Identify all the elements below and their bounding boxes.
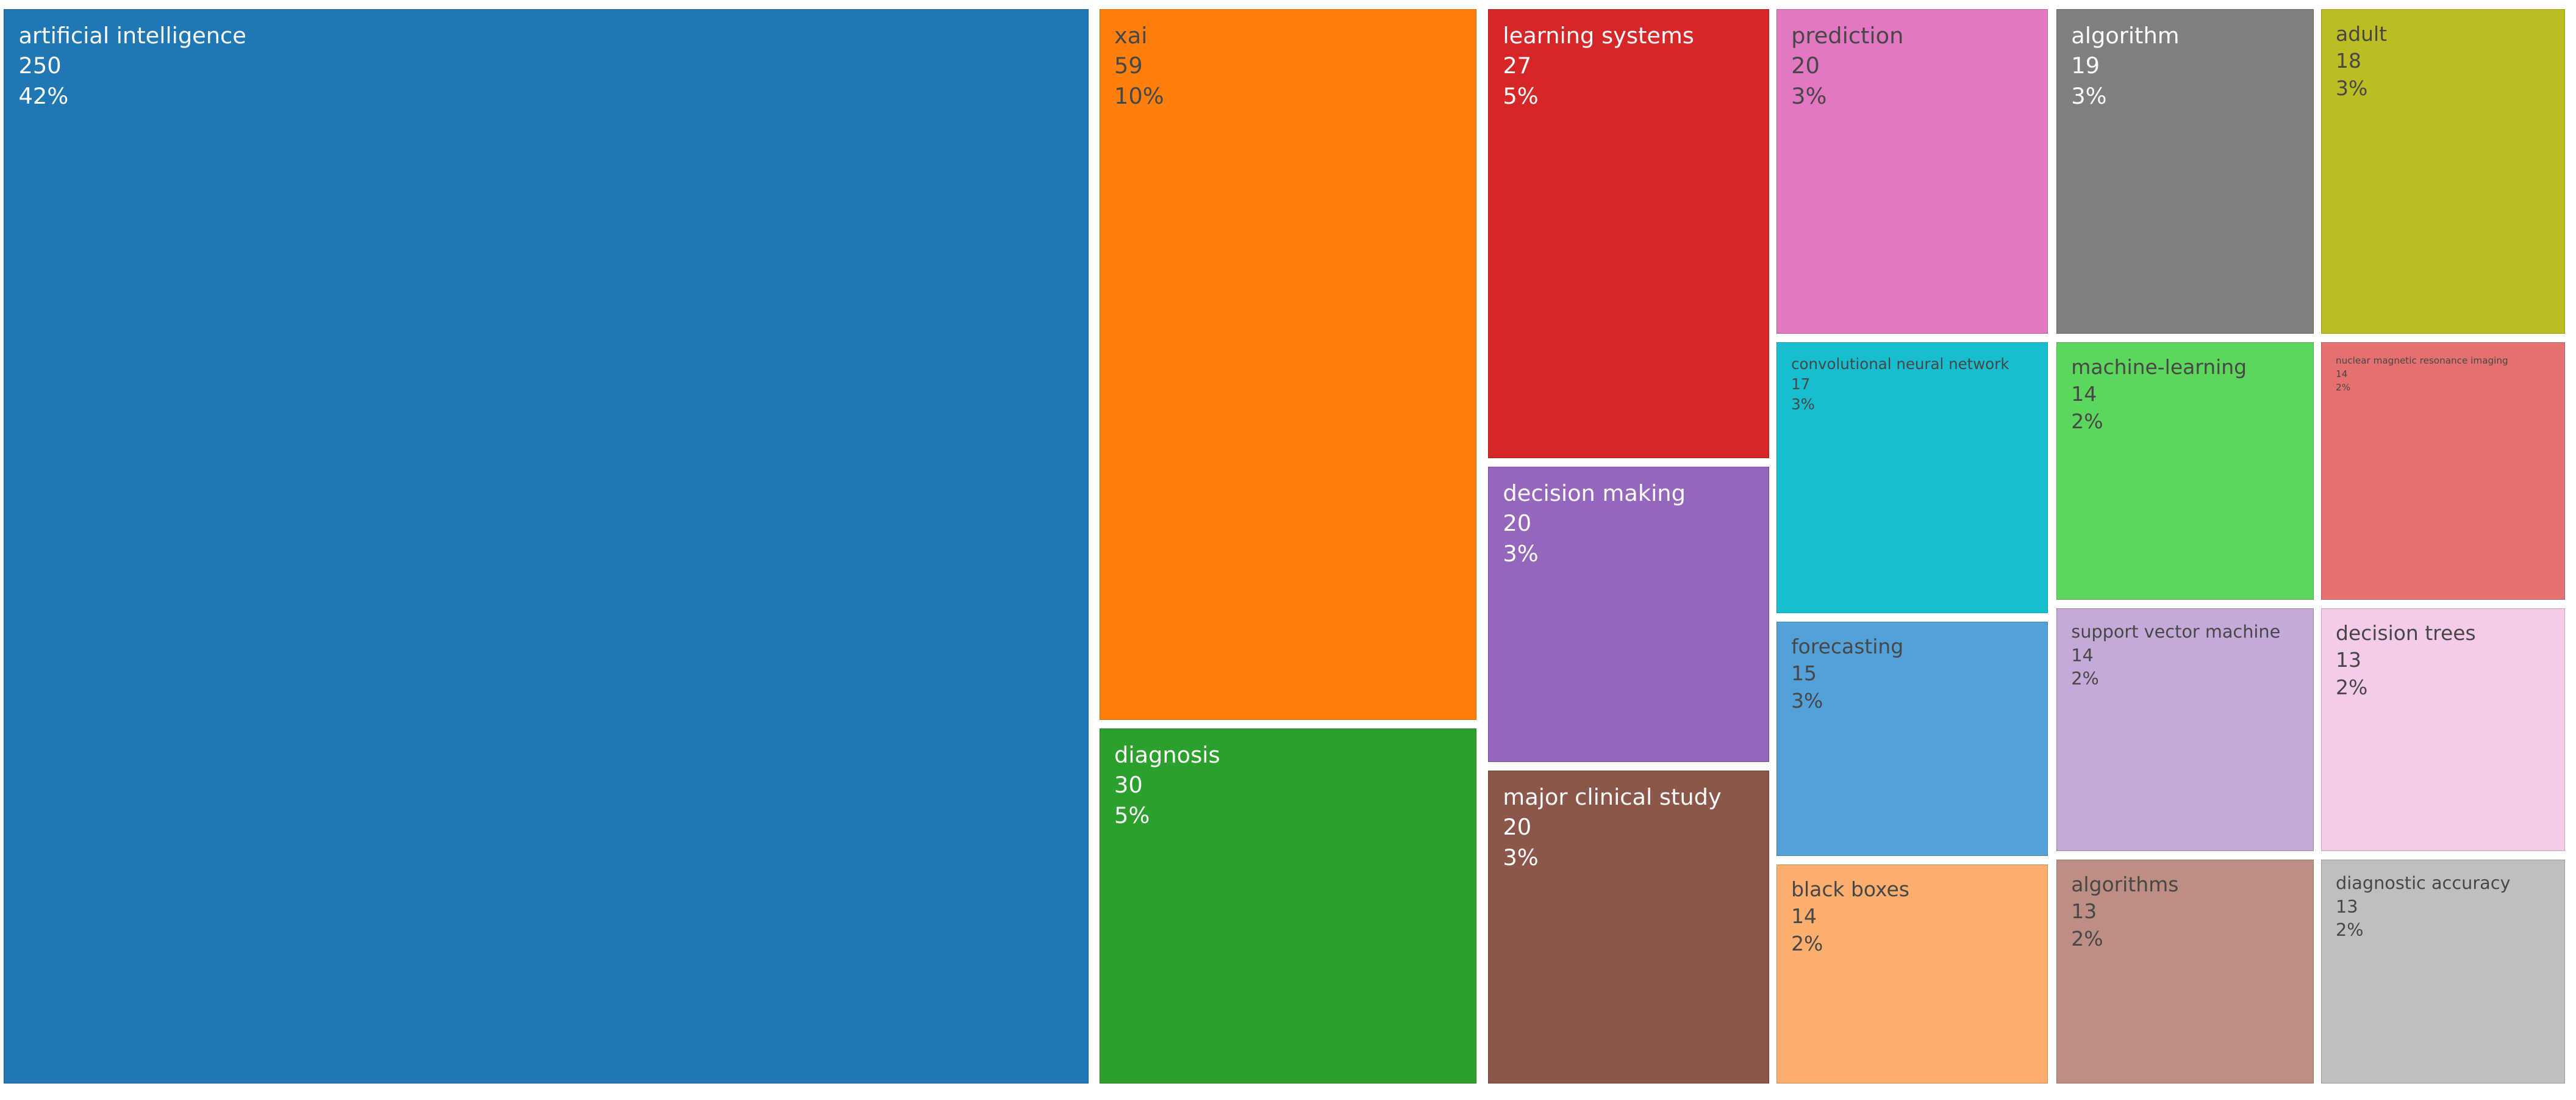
tile-label: adult [2336, 21, 2388, 46]
tile-value: 20 [1791, 52, 1820, 79]
tile-label: algorithms [2071, 872, 2179, 896]
tile-percent: 5% [1503, 82, 1539, 109]
tile-value: 14 [1791, 904, 1817, 929]
tile-percent: 2% [2071, 409, 2103, 433]
tile-percent: 3% [2336, 76, 2368, 100]
tile-label: artificial intelligence [18, 22, 246, 49]
tile-algorithms[interactable]: algorithms 13 2% [2056, 860, 2314, 1084]
tile-diagnostic-accuracy[interactable]: diagnostic accuracy 13 2% [2320, 860, 2565, 1084]
tile-percent: 10% [1114, 82, 1164, 109]
tile-black-boxes[interactable]: black boxes 14 2% [1776, 865, 2048, 1084]
tile-value: 14 [2336, 368, 2348, 379]
tile-percent: 42% [18, 82, 69, 109]
tile-diagnosis[interactable]: diagnosis 30 5% [1099, 728, 1476, 1084]
tile-percent: 2% [2071, 926, 2103, 951]
tile-percent: 3% [1503, 541, 1539, 567]
tile-label: diagnostic accuracy [2336, 872, 2511, 893]
tile-percent: 2% [2336, 381, 2351, 393]
tile-label: forecasting [1791, 634, 1904, 658]
tile-value: 59 [1114, 52, 1143, 79]
tile-major-clinical-study[interactable]: major clinical study 20 3% [1488, 771, 1770, 1084]
tile-percent: 3% [1791, 688, 1823, 713]
tile-label: prediction [1791, 22, 1904, 49]
tile-value: 13 [2336, 648, 2361, 672]
tile-value: 20 [1503, 510, 1532, 537]
tile-decision-trees[interactable]: decision trees 13 2% [2320, 608, 2565, 852]
tile-label: convolutional neural network [1791, 354, 2009, 373]
tile-machine-learning[interactable]: machine-learning 14 2% [2056, 342, 2314, 600]
tile-label: algorithm [2071, 22, 2180, 49]
tile-percent: 3% [2071, 82, 2107, 109]
tile-value: 14 [2071, 644, 2094, 666]
tile-label: decision making [1503, 480, 1686, 506]
tile-percent: 2% [2336, 675, 2368, 699]
tile-label: black boxes [1791, 877, 1909, 901]
tile-value: 20 [1503, 814, 1532, 841]
tile-label: support vector machine [2071, 620, 2281, 642]
tile-xai[interactable]: xai 59 10% [1099, 9, 1476, 720]
tile-value: 13 [2071, 899, 2097, 924]
tile-label: decision trees [2336, 620, 2476, 645]
tile-decision-making[interactable]: decision making 20 3% [1488, 467, 1770, 763]
tile-percent: 2% [2336, 919, 2364, 941]
tile-label: machine-learning [2071, 354, 2247, 379]
tile-label: nuclear magnetic resonance imaging [2336, 354, 2508, 366]
tile-nuclear-magnetic-resonance-imaging[interactable]: nuclear magnetic resonance imaging 14 2% [2320, 342, 2565, 600]
tile-forecasting[interactable]: forecasting 15 3% [1776, 622, 2048, 857]
tile-value: 13 [2336, 896, 2358, 917]
tile-percent: 2% [1791, 931, 1823, 955]
tile-value: 14 [2071, 382, 2097, 406]
tile-label: diagnosis [1114, 741, 1220, 768]
tile-value: 17 [1791, 375, 1811, 393]
tile-prediction[interactable]: prediction 20 3% [1776, 9, 2048, 334]
tile-adult[interactable]: adult 18 3% [2320, 9, 2565, 334]
tile-value: 15 [1791, 661, 1817, 686]
tile-value: 27 [1503, 52, 1532, 79]
tile-value: 19 [2071, 52, 2100, 79]
tile-percent: 2% [2071, 668, 2099, 689]
tile-value: 18 [2336, 49, 2361, 73]
tile-learning-systems[interactable]: learning systems 27 5% [1488, 9, 1770, 459]
tile-percent: 5% [1114, 802, 1150, 829]
tile-percent: 3% [1791, 395, 1815, 413]
tile-label: learning systems [1503, 22, 1694, 49]
tile-percent: 3% [1503, 844, 1539, 871]
tile-artificial-intelligence[interactable]: artificial intelligence 250 42% [4, 9, 1089, 1084]
tile-label: xai [1114, 22, 1148, 49]
tile-label: major clinical study [1503, 783, 1722, 810]
tile-percent: 3% [1791, 82, 1827, 109]
tile-value: 30 [1114, 772, 1143, 799]
tile-convolutional-neural-network[interactable]: convolutional neural network 17 3% [1776, 342, 2048, 614]
tile-value: 250 [18, 52, 62, 79]
tile-algorithm[interactable]: algorithm 19 3% [2056, 9, 2314, 334]
tile-support-vector-machine[interactable]: support vector machine 14 2% [2056, 608, 2314, 852]
